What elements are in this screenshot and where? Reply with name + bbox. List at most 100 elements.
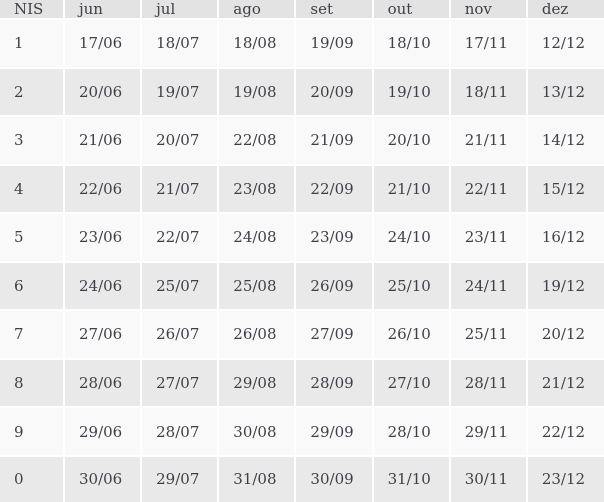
table-row: 9 29/06 28/07 30/08 29/09 28/10 29/11 22/12	[0, 406, 604, 457]
row-label-cell: 7	[0, 309, 65, 360]
header-cell-jul: jul	[140, 0, 220, 20]
header-row: NIS jun jul ago set out nov dez	[0, 0, 604, 20]
date-cell: 30/06	[62, 454, 143, 502]
table-row: 8 28/06 27/07 29/08 28/09 27/10 28/11 21/12	[0, 357, 604, 409]
row-label-cell: 6	[0, 260, 65, 312]
date-cell: 22/11	[448, 163, 528, 215]
table-row: 7 27/06 26/07 26/08 27/09 26/10 25/11 20/12	[0, 309, 604, 360]
date-cell: 30/09	[294, 454, 374, 502]
row-label-cell: 4	[0, 163, 65, 215]
date-cell: 24/08	[217, 212, 297, 263]
date-cell: 28/07	[140, 406, 220, 457]
row-label-cell: 9	[0, 406, 65, 457]
row-label-cell: 0	[0, 454, 65, 502]
header-cell-jun: jun	[62, 0, 143, 20]
date-cell: 23/06	[62, 212, 143, 263]
date-cell: 23/11	[448, 212, 528, 263]
table-row: 5 23/06 22/07 24/08 23/09 24/10 23/11 16/12	[0, 212, 604, 263]
date-cell: 28/11	[448, 357, 528, 409]
date-cell: 28/06	[62, 357, 143, 409]
date-cell: 23/08	[217, 163, 297, 215]
date-cell: 22/08	[217, 115, 297, 166]
table-body: 1 17/06 18/07 18/08 19/09 18/10 17/11 12/12 2 20/…	[0, 18, 604, 502]
date-cell: 18/11	[448, 66, 528, 118]
date-cell: 28/09	[294, 357, 374, 409]
date-cell: 27/09	[294, 309, 374, 360]
table-row: 3 21/06 20/07 22/08 21/09 20/10 21/11 14/12	[0, 115, 604, 166]
date-cell: 27/06	[62, 309, 143, 360]
row-label-cell: 8	[0, 357, 65, 409]
date-cell: 26/07	[140, 309, 220, 360]
date-cell: 21/12	[525, 357, 604, 409]
date-cell: 19/12	[525, 260, 604, 312]
date-cell: 12/12	[525, 18, 604, 69]
date-cell: 29/11	[448, 406, 528, 457]
date-cell: 17/06	[62, 18, 143, 69]
date-cell: 25/11	[448, 309, 528, 360]
date-cell: 27/07	[140, 357, 220, 409]
header-cell-out: out	[371, 0, 451, 20]
date-cell: 21/09	[294, 115, 374, 166]
row-label-cell: 2	[0, 66, 65, 118]
date-cell: 23/09	[294, 212, 374, 263]
date-cell: 21/07	[140, 163, 220, 215]
date-cell: 22/09	[294, 163, 374, 215]
date-cell: 24/06	[62, 260, 143, 312]
header-cell-nov: nov	[448, 0, 528, 20]
date-cell: 24/10	[371, 212, 451, 263]
header-cell-dez: dez	[525, 0, 604, 20]
date-cell: 16/12	[525, 212, 604, 263]
date-cell: 18/08	[217, 18, 297, 69]
date-cell: 18/10	[371, 18, 451, 69]
date-cell: 25/10	[371, 260, 451, 312]
date-cell: 21/10	[371, 163, 451, 215]
date-cell: 26/09	[294, 260, 374, 312]
table-row: 6 24/06 25/07 25/08 26/09 25/10 24/11 19/12	[0, 260, 604, 312]
date-cell: 18/07	[140, 18, 220, 69]
table-row: 0 30/06 29/07 31/08 30/09 31/10 30/11 23/12	[0, 454, 604, 502]
date-cell: 21/06	[62, 115, 143, 166]
header-cell-ago: ago	[217, 0, 297, 20]
table-row: 4 22/06 21/07 23/08 22/09 21/10 22/11 15/12	[0, 163, 604, 215]
date-cell: 30/11	[448, 454, 528, 502]
row-label-cell: 3	[0, 115, 65, 166]
date-cell: 14/12	[525, 115, 604, 166]
date-cell: 19/09	[294, 18, 374, 69]
date-cell: 20/09	[294, 66, 374, 118]
date-cell: 13/12	[525, 66, 604, 118]
date-cell: 28/10	[371, 406, 451, 457]
date-cell: 23/12	[525, 454, 604, 502]
date-cell: 19/07	[140, 66, 220, 118]
table-row: 2 20/06 19/07 19/08 20/09 19/10 18/11 13/12	[0, 66, 604, 118]
date-cell: 29/06	[62, 406, 143, 457]
date-cell: 29/07	[140, 454, 220, 502]
date-cell: 29/09	[294, 406, 374, 457]
date-cell: 30/08	[217, 406, 297, 457]
date-cell: 20/12	[525, 309, 604, 360]
date-cell: 19/10	[371, 66, 451, 118]
date-cell: 21/11	[448, 115, 528, 166]
date-cell: 15/12	[525, 163, 604, 215]
row-label-cell: 1	[0, 18, 65, 69]
date-cell: 20/10	[371, 115, 451, 166]
table-row: 1 17/06 18/07 18/08 19/09 18/10 17/11 12/12	[0, 18, 604, 69]
row-label-cell: 5	[0, 212, 65, 263]
date-cell: 27/10	[371, 357, 451, 409]
date-cell: 25/08	[217, 260, 297, 312]
date-cell: 25/07	[140, 260, 220, 312]
date-cell: 19/08	[217, 66, 297, 118]
date-cell: 17/11	[448, 18, 528, 69]
header-cell-nis: NIS	[0, 0, 65, 20]
date-cell: 29/08	[217, 357, 297, 409]
date-cell: 22/06	[62, 163, 143, 215]
date-cell: 22/12	[525, 406, 604, 457]
header-cell-set: set	[294, 0, 374, 20]
table-header: NIS jun jul ago set out nov dez	[0, 0, 604, 20]
date-cell: 20/07	[140, 115, 220, 166]
date-cell: 31/10	[371, 454, 451, 502]
date-cell: 31/08	[217, 454, 297, 502]
date-cell: 22/07	[140, 212, 220, 263]
date-cell: 20/06	[62, 66, 143, 118]
date-cell: 24/11	[448, 260, 528, 312]
